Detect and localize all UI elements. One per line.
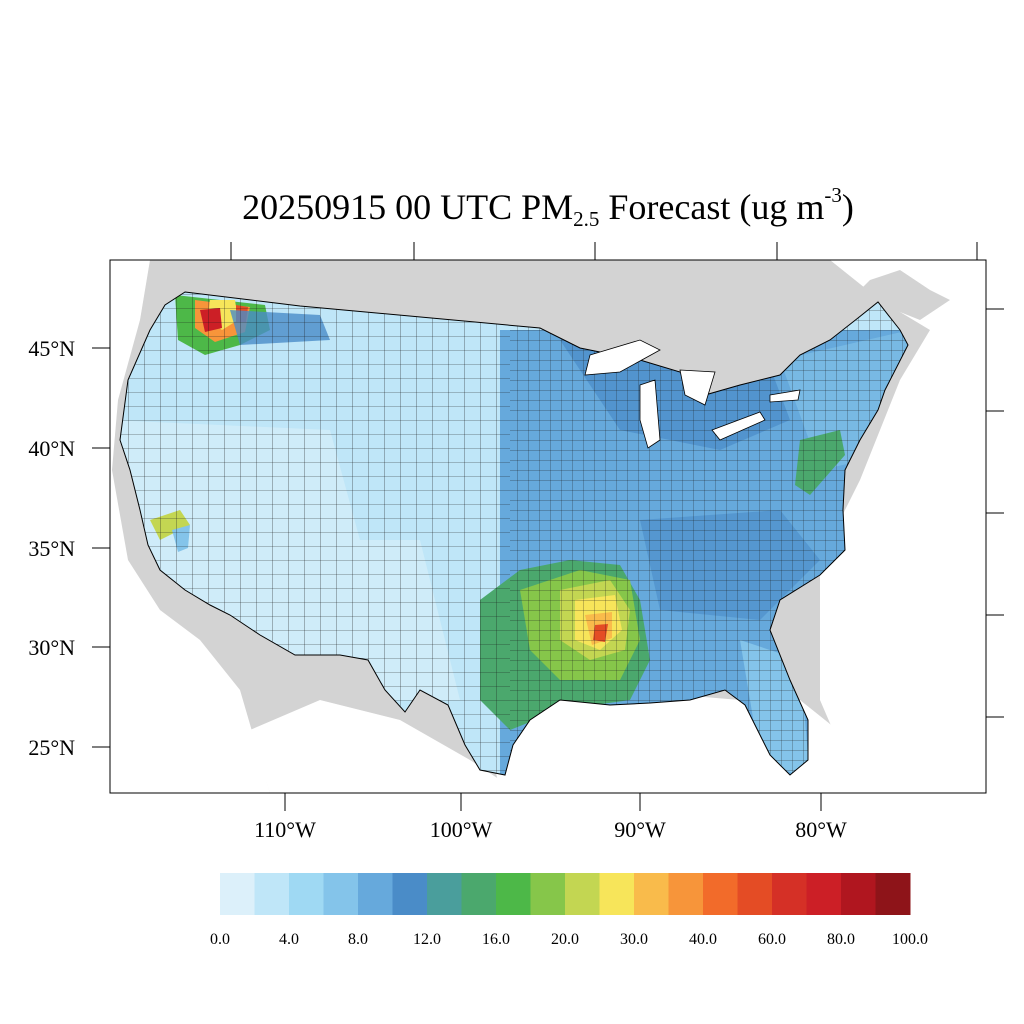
colorbar-label: 100.0 bbox=[892, 931, 928, 948]
colorbar-swatch bbox=[323, 873, 359, 915]
colorbar-swatch bbox=[599, 873, 635, 915]
colorbar-swatch bbox=[254, 873, 290, 915]
colorbar-label: 16.0 bbox=[482, 931, 510, 948]
bottom-axis-ticks bbox=[284, 793, 822, 811]
colorbar-label: 80.0 bbox=[827, 931, 855, 948]
right-axis-ticks bbox=[986, 308, 1004, 718]
lat-label-25: 25°N bbox=[28, 735, 75, 760]
colorbar-swatch bbox=[703, 873, 738, 915]
title-subscript: 2.5 bbox=[573, 207, 600, 231]
lon-label-110w: 110°W bbox=[254, 817, 316, 842]
gulf-of-california-area bbox=[250, 700, 520, 793]
colorbar-swatch bbox=[634, 873, 669, 915]
map-frame-content bbox=[110, 260, 986, 793]
colorbar bbox=[220, 873, 911, 915]
title-superscript: -3 bbox=[824, 183, 842, 207]
colorbar-label: 40.0 bbox=[689, 931, 717, 948]
lake-superior bbox=[584, 339, 661, 376]
lat-label-40: 40°N bbox=[28, 436, 75, 461]
colorbar-label: 12.0 bbox=[413, 931, 441, 948]
lat-label-45: 45°N bbox=[28, 336, 75, 361]
colorbar-swatch bbox=[737, 873, 773, 915]
colorbar-label: 20.0 bbox=[551, 931, 579, 948]
lat-label-30: 30°N bbox=[28, 635, 75, 660]
left-axis-ticks bbox=[92, 347, 110, 748]
colorbar-swatch bbox=[427, 873, 462, 915]
top-axis-ticks bbox=[230, 242, 978, 260]
title-prefix: 20250915 00 UTC PM bbox=[242, 187, 574, 227]
colorbar-label: 8.0 bbox=[348, 931, 368, 948]
colorbar-swatch bbox=[392, 873, 428, 915]
lon-label-90w: 90°W bbox=[614, 817, 666, 842]
colorbar-label: 0.0 bbox=[210, 931, 230, 948]
colorbar-swatch bbox=[496, 873, 531, 915]
colorbar-swatch bbox=[841, 873, 876, 915]
colorbar-label: 60.0 bbox=[758, 931, 786, 948]
lake-ontario bbox=[769, 389, 801, 403]
colorbar-label: 4.0 bbox=[279, 931, 299, 948]
lon-label-100w: 100°W bbox=[430, 817, 493, 842]
colorbar-swatch bbox=[289, 873, 324, 915]
pacific-ocean bbox=[110, 260, 270, 793]
lake-erie bbox=[711, 411, 766, 441]
map-title: 20250915 00 UTC PM2.5 Forecast (ug m-3) bbox=[0, 183, 1024, 232]
colorbar-labels: 0.0 4.0 8.0 12.0 16.0 20.0 30.0 40.0 60.0 80.0 100… bbox=[210, 931, 928, 948]
atlantic-ocean-south bbox=[820, 620, 880, 680]
title-middle: Forecast (ug m bbox=[599, 187, 825, 227]
lon-label-80w: 80°W bbox=[795, 817, 847, 842]
colorbar-swatch bbox=[530, 873, 566, 915]
title-suffix: ) bbox=[841, 187, 854, 227]
colorbar-swatch bbox=[806, 873, 842, 915]
colorbar-swatch bbox=[565, 873, 600, 915]
colorbar-swatch bbox=[461, 873, 497, 915]
nova-scotia-land bbox=[850, 270, 950, 320]
lake-huron bbox=[679, 369, 716, 406]
colorbar-swatch bbox=[668, 873, 704, 915]
colorbar-swatch bbox=[220, 873, 255, 915]
colorbar-label: 30.0 bbox=[620, 931, 648, 948]
colorbar-swatch bbox=[772, 873, 807, 915]
lat-label-35: 35°N bbox=[28, 536, 75, 561]
colorbar-swatch bbox=[875, 873, 911, 915]
map-border bbox=[109, 259, 987, 794]
lake-michigan bbox=[639, 379, 661, 449]
colorbar-swatch bbox=[358, 873, 393, 915]
